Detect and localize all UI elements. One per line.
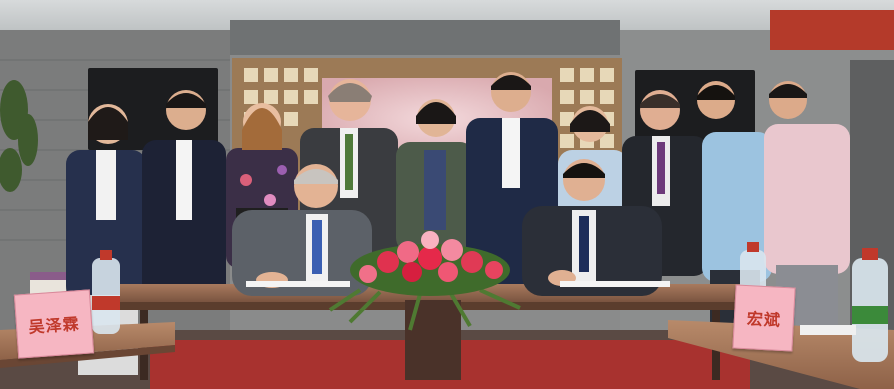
water-bottle-left — [92, 250, 120, 334]
potted-plant — [0, 80, 38, 192]
document-left — [246, 281, 350, 287]
flower-arrangement — [328, 231, 521, 331]
front-left-table-edge — [0, 345, 175, 368]
ceiling-beam — [230, 20, 620, 55]
person-standing-8 — [622, 90, 708, 276]
front-right-table — [668, 320, 894, 389]
person-standing-2 — [142, 90, 226, 310]
water-bottle-right — [852, 248, 888, 362]
nameplate-left: 吴泽霖 — [13, 289, 95, 359]
papers-right — [800, 325, 856, 335]
nameplate-right: 宏斌 — [732, 284, 796, 352]
document-right — [560, 281, 670, 287]
person-standing-10 — [764, 81, 850, 325]
red-beam — [770, 10, 894, 50]
person-standing-5 — [396, 99, 474, 252]
